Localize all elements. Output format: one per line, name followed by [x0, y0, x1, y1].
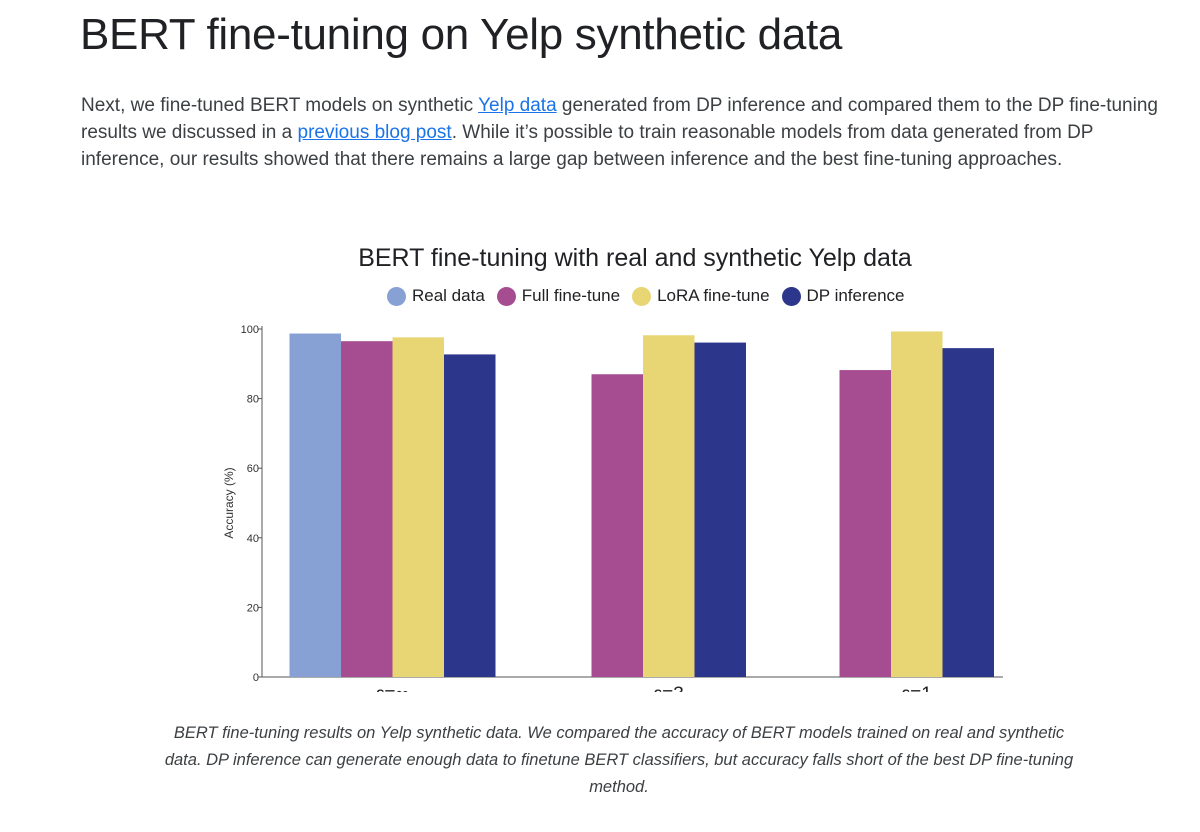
legend-swatch	[496, 286, 516, 306]
paragraph-text-2: generated from DP inference and compared…	[81, 95, 1158, 143]
legend-label: Full fine-tune	[521, 286, 621, 305]
bar	[341, 341, 393, 677]
article-title: BERT fine-tuning on Yelp synthetic data	[80, 10, 843, 59]
paragraph-text-3: . While it’s possible to train reasonabl…	[81, 122, 1094, 170]
y-tick-label: 60	[247, 463, 259, 475]
legend-item-full-fine-tune: Full fine-tune	[496, 286, 621, 306]
bar	[891, 331, 943, 677]
legend-swatch	[632, 286, 652, 306]
bar	[694, 342, 746, 677]
y-axis-label: Accuracy (%)	[222, 467, 236, 538]
previous-blog-post-link[interactable]: previous blog post	[297, 122, 452, 143]
legend-label: Real data	[412, 286, 485, 305]
y-tick-label: 0	[253, 672, 259, 684]
x-tick-label: ε=3	[654, 684, 684, 692]
y-tick-label: 20	[247, 602, 259, 614]
bar	[392, 337, 444, 677]
bar	[591, 374, 643, 677]
legend-item-lora-fine-tune: LoRA fine-tune	[632, 286, 770, 306]
figure-caption: BERT fine-tuning results on Yelp synthet…	[164, 724, 1074, 796]
legend-label: DP inference	[806, 286, 905, 305]
y-tick-label: 100	[241, 324, 259, 336]
bar	[942, 348, 994, 677]
legend-item-dp-inference: DP inference	[781, 286, 905, 306]
legend-label: LoRA fine-tune	[657, 286, 770, 305]
article-paragraph: Next, we fine-tuned BERT models on synth…	[81, 92, 1161, 173]
yelp-data-link[interactable]: Yelp data	[478, 95, 557, 116]
bar	[289, 333, 341, 677]
x-tick-label: ε=∞	[376, 684, 409, 692]
legend-item-real-data: Real data	[387, 286, 485, 306]
bar	[444, 354, 496, 677]
paragraph-text-1: Next, we fine-tuned BERT models on synth…	[81, 95, 479, 116]
bar-chart: 0 20 40 60 80 100 Accuracy (%) ε=∞ ε=3 ε=1	[222, 324, 1003, 692]
chart-legend: Real data Full fine-tune LoRA fine-tune …	[387, 283, 917, 309]
chart-title: BERT fine-tuning with real and synthetic…	[358, 244, 912, 272]
bar	[839, 370, 891, 677]
y-tick-label: 40	[247, 533, 259, 545]
y-tick-label: 80	[247, 394, 259, 406]
legend-swatch	[781, 286, 801, 306]
chart-figure: BERT fine-tuning with real and synthetic…	[200, 232, 1030, 692]
legend-swatch	[387, 286, 406, 306]
bar	[643, 335, 695, 677]
x-tick-label: ε=1	[902, 684, 932, 692]
